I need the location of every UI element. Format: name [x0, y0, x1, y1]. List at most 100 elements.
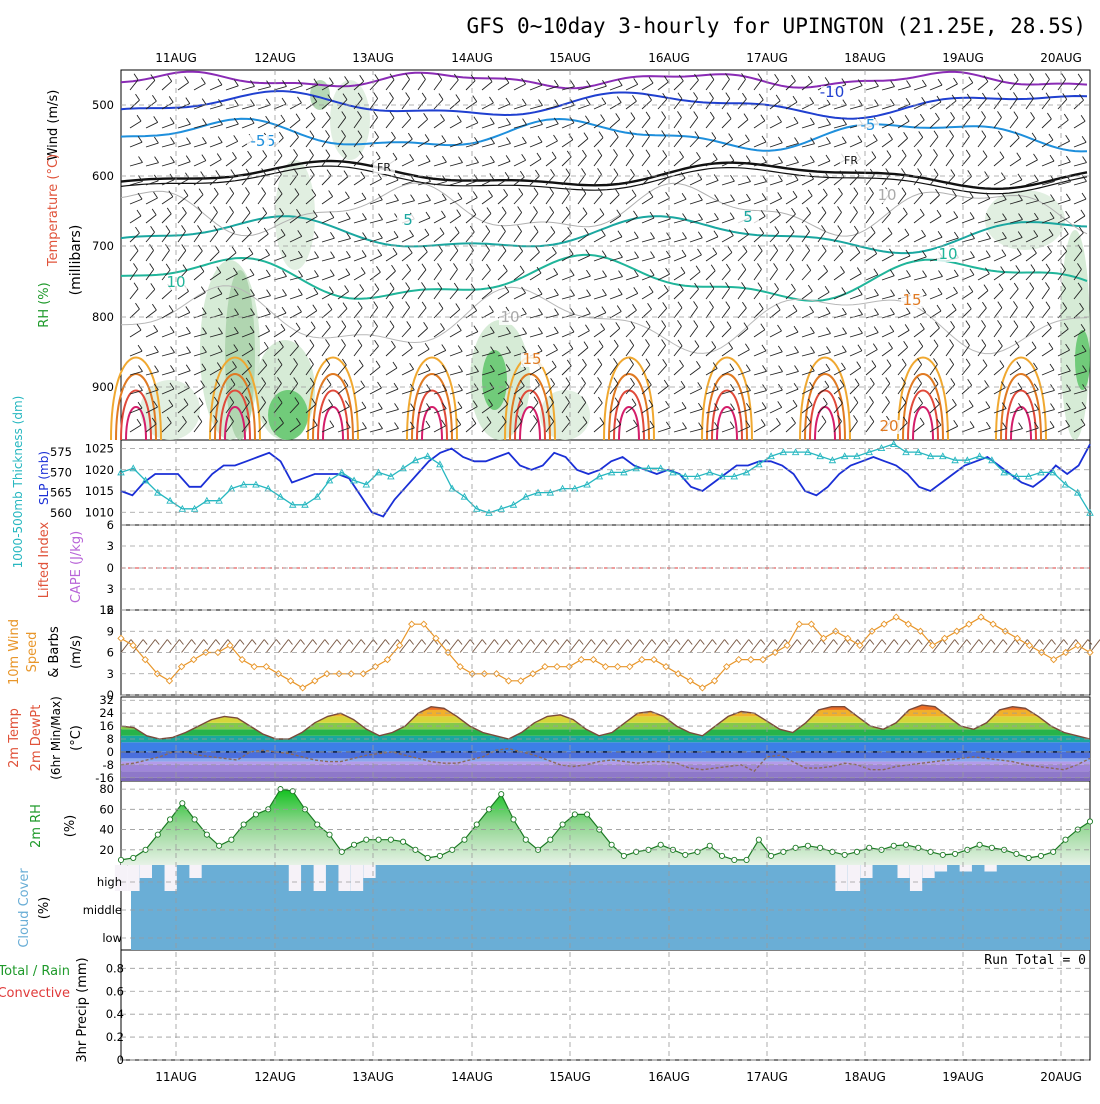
wind10-barb-flag — [312, 639, 318, 645]
wind-barb — [337, 117, 347, 129]
wind-barb-flag — [679, 359, 684, 367]
wind-barb-flag — [824, 286, 830, 293]
wind-barb-flag — [889, 248, 894, 256]
wind-barb — [689, 179, 702, 186]
wind-barb — [449, 162, 463, 167]
wind-barb-flag — [693, 320, 699, 327]
wind-barb — [721, 200, 735, 205]
wind-barb — [609, 119, 621, 129]
wind-barb — [481, 370, 495, 376]
wind-barb-flag — [649, 269, 655, 276]
temperature-contours — [110, 70, 1088, 441]
wind-barb — [945, 364, 955, 376]
wind-barb-flag — [630, 377, 635, 385]
warm-contour — [411, 373, 453, 441]
wind-barb-flag — [1047, 245, 1052, 253]
wind-barb — [353, 136, 363, 148]
wind-barb — [385, 367, 398, 376]
wind-barb-flag — [1050, 194, 1055, 201]
wind-barb — [449, 407, 463, 414]
wind-barb — [337, 82, 349, 91]
wind-barb — [497, 250, 507, 262]
wind-barb — [849, 294, 863, 300]
wind-barb — [353, 307, 363, 319]
wind-barb-flag — [696, 152, 701, 159]
wind-barb-flag — [649, 420, 655, 428]
contour-label: FR — [377, 161, 391, 174]
contour-label-bg — [373, 160, 395, 174]
wind-barb-flag — [538, 327, 543, 334]
warm-contour — [214, 373, 256, 441]
wind-barb — [209, 293, 223, 300]
wind-barb-flag — [150, 74, 156, 81]
wind-barb-flag — [793, 173, 799, 181]
thickness-marker — [522, 492, 530, 500]
wind-barb-flag — [362, 232, 367, 239]
wind-barb — [1073, 79, 1083, 91]
wind-barb — [593, 103, 607, 110]
label-millibars: (millibars) — [68, 225, 84, 296]
wind-barb-flag — [570, 289, 575, 296]
wind-barb-flag — [277, 149, 283, 156]
wind-barb-flag — [809, 117, 815, 125]
wind-barb-flag — [229, 396, 235, 403]
wind-barb — [1041, 234, 1054, 243]
wind-barb-flag — [841, 362, 846, 370]
wind-barb-flag — [230, 169, 236, 176]
wind-barb — [529, 384, 540, 395]
wind-barb — [1025, 235, 1038, 243]
wind-barb-flag — [762, 365, 767, 372]
wind-barb — [673, 386, 686, 395]
wind-barb — [481, 405, 493, 414]
wind-barb-flag — [777, 345, 783, 353]
wind-barb-flag — [873, 326, 879, 333]
rh-marker — [191, 816, 198, 823]
wind10-marker — [323, 670, 331, 678]
wind-barb — [337, 136, 346, 148]
wind-barb — [545, 294, 559, 300]
wind-barb-flag — [632, 94, 637, 102]
wind-barb-flag — [714, 422, 719, 429]
wind-barb-flag — [234, 117, 239, 125]
wind-barb — [721, 98, 731, 110]
wind-barb — [321, 100, 333, 110]
wind-barb-flag — [1001, 193, 1007, 200]
wind-barb — [369, 289, 380, 300]
thickness-marker — [828, 456, 837, 464]
wind-barb — [193, 369, 207, 376]
wind10-barb — [278, 639, 289, 653]
wind-barb-flag — [218, 327, 223, 334]
wind-barb — [289, 328, 301, 338]
wind-barb — [337, 99, 348, 110]
wind10-barb — [1029, 639, 1040, 653]
wind-barb-flag — [262, 150, 268, 157]
wind-barb-flag — [489, 117, 495, 124]
wind-barb — [129, 250, 139, 262]
wind-barb-flag — [536, 266, 542, 274]
wind-barb-flag — [584, 228, 589, 235]
wind-barb — [657, 273, 670, 281]
wind-barb-flag — [310, 112, 316, 120]
wind-barb-flag — [1033, 230, 1039, 237]
y-tick-label: 1015 — [85, 484, 114, 498]
rh-marker — [1037, 852, 1044, 859]
wind-barb-flag — [309, 149, 314, 156]
wind-barb-flag — [791, 74, 796, 82]
wind-barb-flag — [1016, 361, 1022, 368]
wind10-barb — [956, 639, 968, 653]
wind-barb-flag — [1065, 364, 1071, 372]
wind-barb — [785, 388, 799, 395]
wind-barb-flag — [986, 232, 991, 239]
wind-barb — [833, 421, 842, 433]
wind-barb-flag — [714, 194, 719, 201]
wind-barb-flag — [648, 285, 654, 293]
wind-barb-flag — [474, 365, 479, 372]
wind10-barb — [629, 639, 641, 653]
wind10-marker — [1050, 655, 1058, 664]
wind-barb-flag — [393, 230, 399, 238]
date-label-bottom: 19AUG — [942, 1070, 984, 1084]
wind-barb-flag — [1080, 209, 1086, 217]
wind-barb — [177, 352, 191, 357]
wind-barb-flag — [357, 339, 363, 346]
wind-barb — [689, 98, 698, 110]
